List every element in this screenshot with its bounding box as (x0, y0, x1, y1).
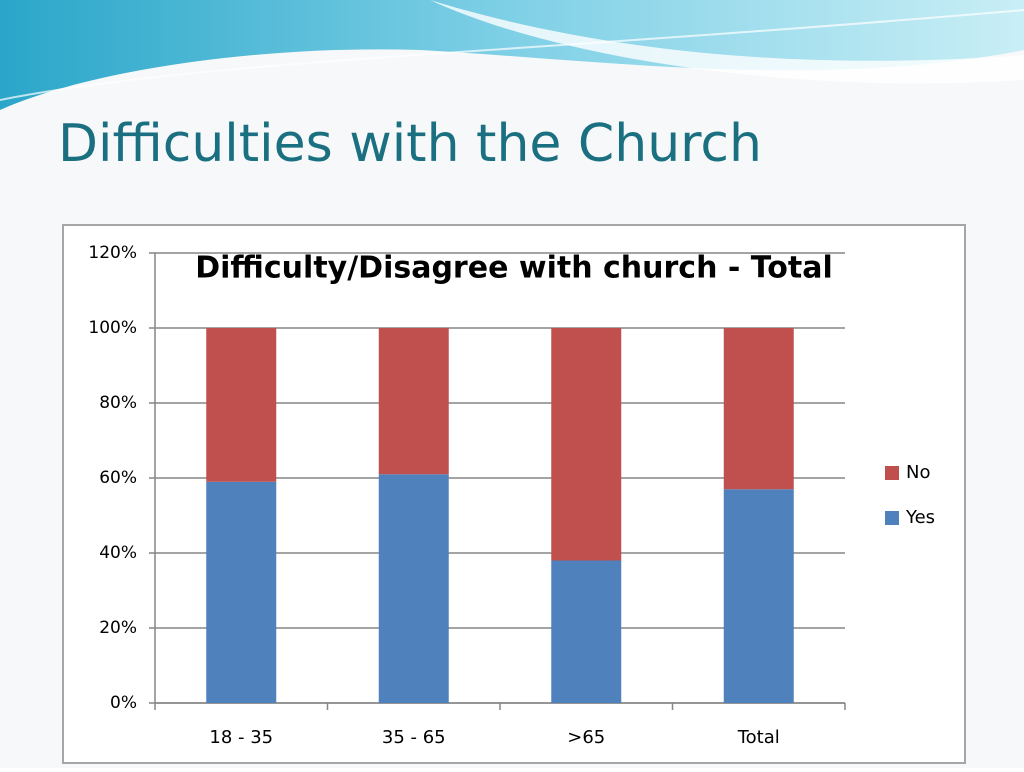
y-tick-label: 0% (110, 693, 137, 713)
y-tick-label: 120% (88, 243, 137, 263)
legend-swatch (885, 511, 899, 525)
y-tick-label: 40% (99, 543, 137, 563)
chart-title: Difficulty/Disagree with church - Total (195, 251, 833, 286)
plot-area: 0% 20% 40% 60% 80% 100% 120% 18 - 35 35 - 65 >65 T… (88, 243, 935, 748)
legend-swatch (885, 466, 899, 480)
bar-segment (551, 560, 622, 703)
bar-segment (723, 328, 794, 490)
header-wave-highlight (430, 0, 1024, 84)
chart-frame (62, 224, 966, 764)
bar-segment (551, 328, 622, 561)
bar-segment (206, 328, 277, 482)
y-tick-label: 80% (99, 393, 137, 413)
y-tick-label: 60% (99, 468, 137, 488)
bar-segment (378, 328, 449, 475)
x-tick-label: 35 - 65 (382, 727, 446, 748)
bar-segment (723, 489, 794, 703)
y-tick-label: 100% (88, 318, 137, 338)
x-tick-label: Total (737, 727, 780, 748)
bar-segment (378, 474, 449, 703)
y-tick-label: 20% (99, 618, 137, 638)
legend-label: No (906, 462, 930, 483)
header-line (0, 9, 1024, 101)
bar-segment (206, 481, 277, 703)
x-tick-label: >65 (567, 727, 605, 748)
header-wave (0, 0, 1024, 110)
slide-title: Difficulties with the Church (58, 114, 762, 174)
legend-label: Yes (905, 507, 935, 528)
x-tick-label: 18 - 35 (209, 727, 273, 748)
